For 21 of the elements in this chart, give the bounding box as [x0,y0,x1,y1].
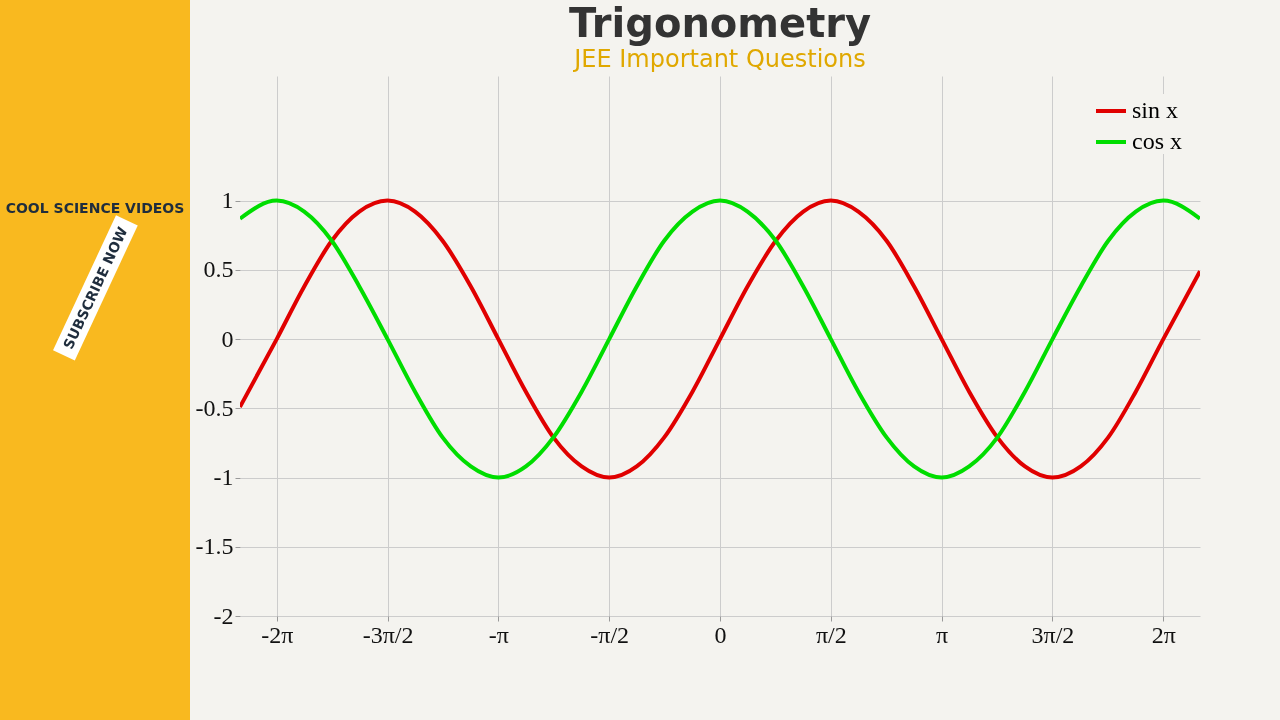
y-tick-label: -2 [213,602,234,629]
x-tick-label: 3π/2 [1031,621,1075,648]
y-tick-label: 1 [221,187,234,214]
y-tick-label: 0.5 [203,256,234,283]
line-series [240,198,1200,480]
x-tick-label: π [936,621,949,648]
text: COOL SCIENCE VIDEOS [5,200,185,216]
y-tick-label: -1 [213,464,234,491]
legend-label: sin x [1132,97,1179,123]
y-tick-label: 0 [221,325,234,352]
x-tick-label: -3π/2 [362,621,414,648]
legend-label: cos x [1132,128,1182,154]
x-tick-label: π/2 [815,621,847,648]
y-tick-label: -1.5 [195,533,234,560]
x-tick-label: -2π [261,621,294,648]
x-tick-label: -π/2 [590,621,630,648]
chart-subtitle: JEE Important Questions [572,45,866,73]
x-tick-label: 0 [714,621,727,648]
x-tick-label: 2π [1151,621,1176,648]
y-tick-label: -0.5 [195,394,234,421]
x-tick-label: -π [488,621,509,648]
